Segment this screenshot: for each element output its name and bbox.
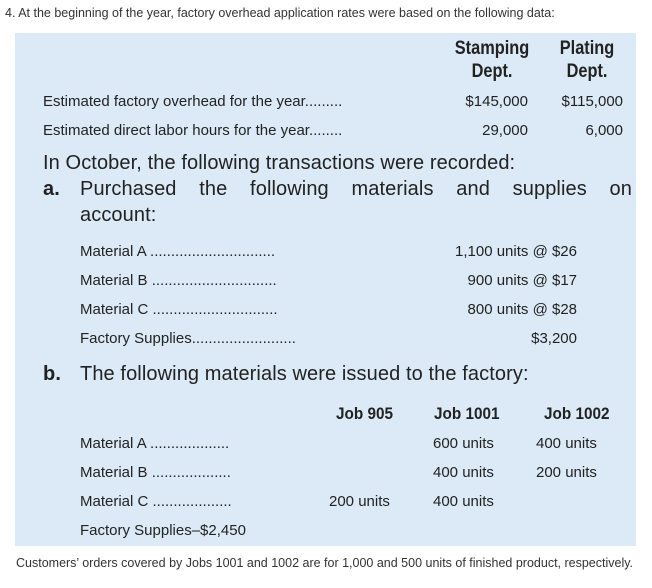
part-a-text: Purchased the following materials and su… xyxy=(80,178,632,200)
estimate-plating-labor-hours: 6,000 xyxy=(585,122,623,139)
plating-dept-header: Plating Dept. xyxy=(559,38,615,82)
part-a-letter: a. xyxy=(43,178,60,200)
estimate-label-labor-hours: Estimated direct labor hours for the yea… xyxy=(43,122,343,139)
purchase-label-factory-supplies: Factory Supplies........................… xyxy=(80,330,296,347)
part-b-text: The following materials were issued to t… xyxy=(80,363,529,385)
problem-footer: Customers’ orders covered by Jobs 1001 a… xyxy=(16,556,634,570)
estimate-plating-overhead: $115,000 xyxy=(561,93,623,110)
issue-j905-material-c: 200 units xyxy=(329,493,390,510)
issue-label-material-b: Material B ................... xyxy=(80,464,231,481)
issue-j1001-material-b: 400 units xyxy=(433,464,494,481)
stamping-dept-header: Stamping Dept. xyxy=(454,38,530,82)
part-a-text-cont: account: xyxy=(80,204,157,226)
part-b-letter: b. xyxy=(43,363,61,385)
purchase-label-material-c: Material C .............................… xyxy=(80,301,278,318)
issue-factory-supplies: Factory Supplies–$2,450 xyxy=(80,522,246,539)
purchase-value-factory-supplies: $3,200 xyxy=(531,330,577,347)
october-intro: In October, the following transactions w… xyxy=(43,152,516,174)
purchase-label-material-b: Material B .............................… xyxy=(80,272,277,289)
problem-panel xyxy=(15,33,636,546)
estimate-stamping-overhead: $145,000 xyxy=(465,93,528,110)
issue-j1001-material-a: 600 units xyxy=(433,435,494,452)
problem-intro: 4. At the beginning of the year, factory… xyxy=(5,6,555,20)
purchase-value-material-b: 900 units @ $17 xyxy=(467,272,577,289)
estimate-stamping-labor-hours: 29,000 xyxy=(482,122,528,139)
job-1002-header: Job 1002 xyxy=(544,404,610,423)
issue-j1001-material-c: 400 units xyxy=(433,493,494,510)
estimate-label-overhead: Estimated factory overhead for the year.… xyxy=(43,93,343,110)
issue-j1002-material-b: 200 units xyxy=(536,464,597,481)
job-1001-header: Job 1001 xyxy=(434,404,500,423)
purchase-value-material-c: 800 units @ $28 xyxy=(467,301,577,318)
purchase-label-material-a: Material A .............................… xyxy=(80,243,276,260)
purchase-value-material-a: 1,100 units @ $26 xyxy=(455,243,577,260)
issue-label-material-c: Material C ................... xyxy=(80,493,232,510)
issue-label-material-a: Material A ................... xyxy=(80,435,230,452)
job-905-header: Job 905 xyxy=(336,404,393,423)
issue-j1002-material-a: 400 units xyxy=(536,435,597,452)
